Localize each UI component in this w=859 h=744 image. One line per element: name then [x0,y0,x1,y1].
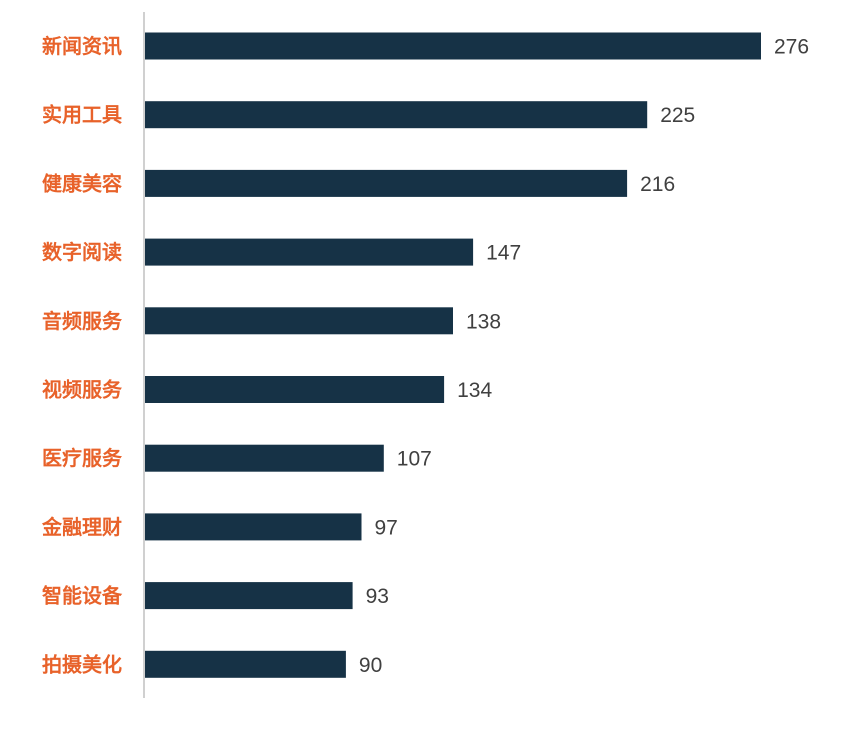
value-label-3: 147 [486,242,521,265]
category-label-1: 实用工具 [42,103,122,127]
value-label-2: 216 [640,173,675,196]
bar-5 [145,376,445,403]
bar-9 [145,650,346,678]
bar-1 [145,101,648,129]
bars-group [145,32,761,678]
category-label-6: 医疗服务 [42,446,123,470]
category-label-3: 数字阅读 [42,240,122,264]
value-label-7: 97 [375,516,398,539]
value-label-5: 134 [457,379,492,402]
value-labels-group: 276 225 216 147 138 134 107 97 93 90 [359,36,809,677]
category-label-8: 智能设备 [42,584,123,608]
category-label-7: 金融理财 [41,515,122,539]
bar-4 [145,307,453,335]
category-label-2: 健康美容 [42,171,122,195]
category-label-5: 视频服务 [42,378,123,402]
value-label-9: 90 [359,654,382,677]
bar-8 [145,582,353,610]
bar-7 [145,513,362,541]
value-label-8: 93 [366,585,389,608]
value-label-6: 107 [397,448,432,471]
value-label-4: 138 [466,310,501,333]
category-label-9: 拍摄美化 [42,652,122,676]
category-label-4: 音频服务 [42,309,123,333]
bar-2 [145,169,628,197]
category-label-0: 新闻资讯 [42,34,122,58]
value-label-0: 276 [774,36,809,59]
bar-0 [145,32,761,60]
bar-3 [145,238,474,266]
value-label-1: 225 [660,104,695,127]
bar-6 [145,444,384,472]
